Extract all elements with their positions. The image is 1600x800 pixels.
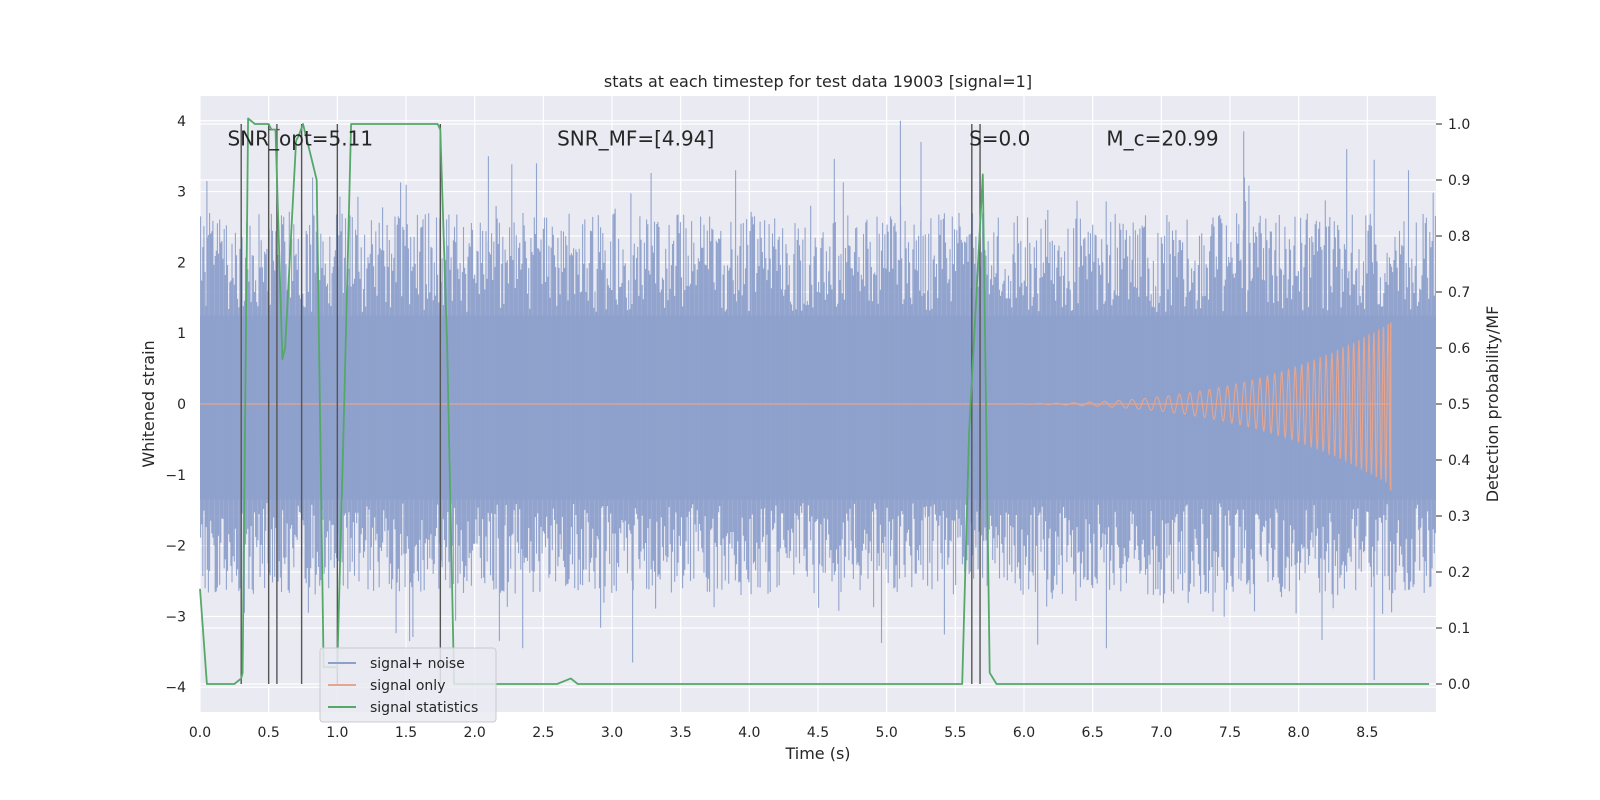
vertical-markers [240,124,981,684]
chart-title: stats at each timestep for test data 190… [604,72,1032,91]
y-right-tick-label: 0.1 [1448,621,1470,637]
x-tick-label: 7.0 [1150,725,1172,741]
statistics-line [199,117,1430,685]
x-tick-label: 8.0 [1288,725,1310,741]
y-right-tick-label: 0.2 [1448,565,1470,581]
annotation-text: SNR_opt=5.11 [227,126,373,150]
legend: signal+ noise signal only signal statist… [319,647,497,723]
x-tick-label: 5.0 [876,725,898,741]
y-axis-left-label: Whitened strain [139,340,158,467]
x-tick-label: 3.5 [670,725,692,741]
y-right-tick-label: 0.7 [1448,285,1470,301]
x-tick-label: 5.5 [944,725,966,741]
statistics-series [199,117,1430,685]
y-axis-right-label: Detection probability/MF [1483,306,1502,503]
y-left-tick-label: −1 [165,468,186,484]
x-tick-label: 6.0 [1013,725,1035,741]
y-left-tick-label: 1 [177,326,186,342]
x-tick-label: 1.0 [326,725,348,741]
x-tick-label: 6.5 [1082,725,1104,741]
x-tick-label: 0.5 [258,725,280,741]
legend-label-statistics: signal statistics [370,700,478,716]
x-tick-label: 1.5 [395,725,417,741]
x-tick-label: 2.0 [464,725,486,741]
y-left-tick-label: −2 [165,539,186,555]
y-right-tick-label: 0.5 [1448,397,1470,413]
y-left-tick-label: −3 [165,609,186,625]
x-tick-label: 2.5 [532,725,554,741]
x-axis-label: Time (s) [784,744,850,763]
x-tick-label: 4.5 [807,725,829,741]
signal-only-series [200,322,1392,491]
x-tick-label: 4.0 [738,725,760,741]
x-tick-label: 3.0 [601,725,623,741]
x-tick-label: 7.5 [1219,725,1241,741]
y-right-tick-label: 0.8 [1448,229,1470,245]
legend-label-noise: signal+ noise [370,656,465,672]
y-right-tick-label: 0.6 [1448,341,1470,357]
y-left-tick-label: 2 [177,255,186,271]
y-right-tick-label: 1.0 [1448,117,1470,133]
annotation-text: S=0.0 [969,126,1030,150]
signal-chirp [955,324,1392,486]
y-right-tick-label: 0.0 [1448,677,1470,693]
y-right-tick-label: 0.3 [1448,509,1470,525]
annotations: SNR_opt=5.11 SNR_MF=[4.94] S=0.0 M_c=20.99 [227,126,1218,150]
axes: 0.0 0.5 1.0 1.5 2.0 2.5 3.0 3.5 4.0 4.5 5.0 5.5 6.0 6… [165,114,1470,741]
y-left-tick-label: 3 [177,185,186,201]
y-left-tick-label: −4 [165,680,186,696]
x-tick-label: 8.5 [1356,725,1378,741]
y-left-tick-label: 4 [177,114,186,130]
y-right-tick-label: 0.9 [1448,173,1470,189]
annotation-text: M_c=20.99 [1106,126,1218,150]
x-tick-label: 0.0 [189,725,211,741]
legend-box [319,647,497,723]
legend-label-signal: signal only [370,678,445,694]
y-left-tick-label: 0 [177,397,186,413]
y-right-tick-label: 0.4 [1448,453,1470,469]
annotation-text: SNR_MF=[4.94] [557,126,714,150]
